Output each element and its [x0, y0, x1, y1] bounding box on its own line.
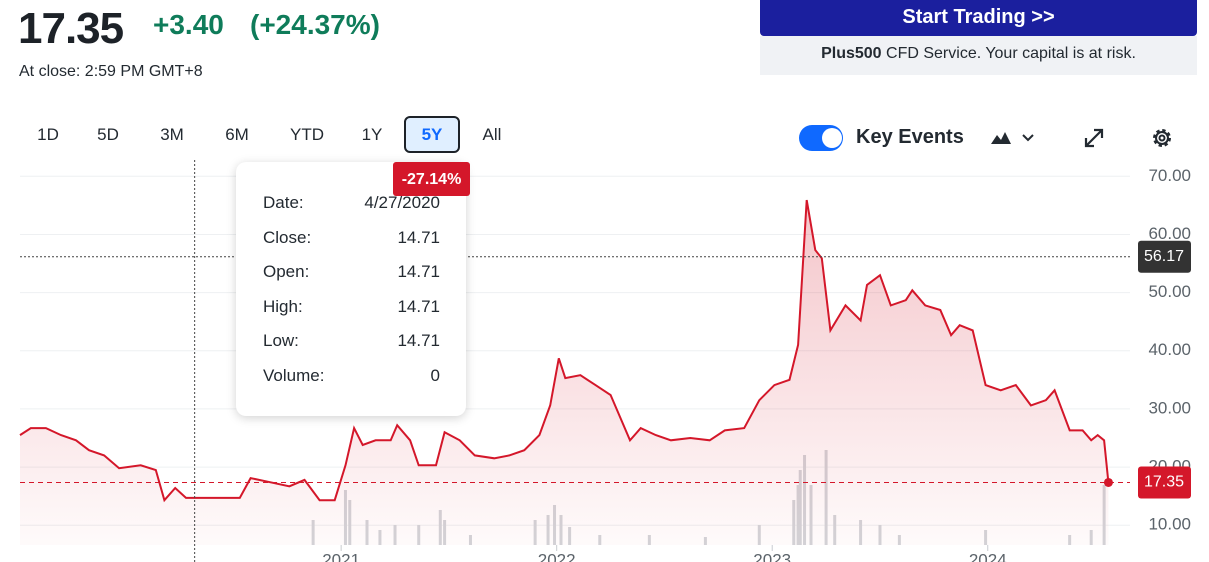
x-tick-label: 2021	[322, 550, 360, 562]
period-change: -27.14%	[393, 162, 470, 196]
tooltip-label: High:	[263, 296, 303, 316]
tooltip-value: 14.71	[397, 331, 440, 350]
price-change-percent: (+24.37%)	[250, 9, 380, 40]
tooltip-value: 4/27/2020	[364, 193, 440, 212]
last-point	[1103, 477, 1113, 487]
price-change: +3.40	[153, 9, 224, 40]
ad-button[interactable]: Start Trading >>	[760, 0, 1197, 36]
crosshair-label: 56.17	[1144, 248, 1184, 265]
range-button[interactable]: 3M	[160, 125, 184, 144]
fullscreen-button[interactable]	[1082, 126, 1106, 150]
price-line	[19, 199, 1110, 503]
tooltip-value: 14.71	[397, 227, 440, 247]
y-tick-label: 70.00	[1148, 166, 1191, 185]
range-button[interactable]: All	[482, 125, 502, 144]
tooltip-value: 0	[430, 365, 440, 385]
range-button[interactable]: YTD	[290, 125, 324, 144]
tooltip-label: Close:	[263, 227, 312, 247]
x-tick-label: 2023	[753, 550, 791, 562]
ad-disclaimer: Plus500 CFD Service. Your capital is at …	[760, 36, 1197, 75]
chart-type-menu[interactable]	[990, 126, 1040, 150]
tooltip-label: Date:	[263, 193, 304, 212]
range-button[interactable]: 5Y	[404, 116, 460, 153]
last-price-box	[1138, 466, 1191, 499]
y-tick-label: 40.00	[1148, 340, 1191, 359]
tooltip-label: Low:	[263, 331, 299, 350]
toggle-knob	[822, 128, 842, 148]
tooltip-value: 14.71	[397, 262, 440, 281]
tooltip-label: Open:	[263, 262, 310, 281]
last-price-label: 17.35	[1144, 474, 1184, 491]
y-tick-label: 50.00	[1148, 282, 1191, 301]
ad-text: CFD Service. Your capital is at risk.	[886, 45, 1136, 62]
tooltip: Date: 4/27/2020 Close: 14.71 Open: 14.71 High:…	[236, 162, 466, 416]
y-tick-label: 10.00	[1148, 515, 1191, 534]
tooltip-label: Volume:	[263, 365, 325, 385]
x-tick-label: 2022	[538, 550, 576, 562]
y-tick-label: 30.00	[1148, 398, 1191, 417]
range-button[interactable]: 1D	[37, 125, 59, 144]
range-button[interactable]: 5D	[97, 125, 119, 144]
y-tick-label: 60.00	[1148, 224, 1191, 243]
crosshair-box	[1138, 240, 1191, 273]
range-button[interactable]: 6M	[225, 125, 249, 144]
ad-brand: Plus500	[821, 45, 882, 62]
tooltip-value: 14.71	[397, 296, 440, 316]
price: 17.35	[18, 4, 124, 53]
x-tick-label: 2024	[969, 550, 1007, 562]
range-button[interactable]: 1Y	[361, 125, 383, 144]
settings-button[interactable]	[1150, 126, 1174, 150]
close-time: At close: 2:59 PM GMT+8	[19, 63, 203, 80]
area	[20, 200, 1109, 545]
key-events-label: Key Events	[856, 126, 964, 148]
